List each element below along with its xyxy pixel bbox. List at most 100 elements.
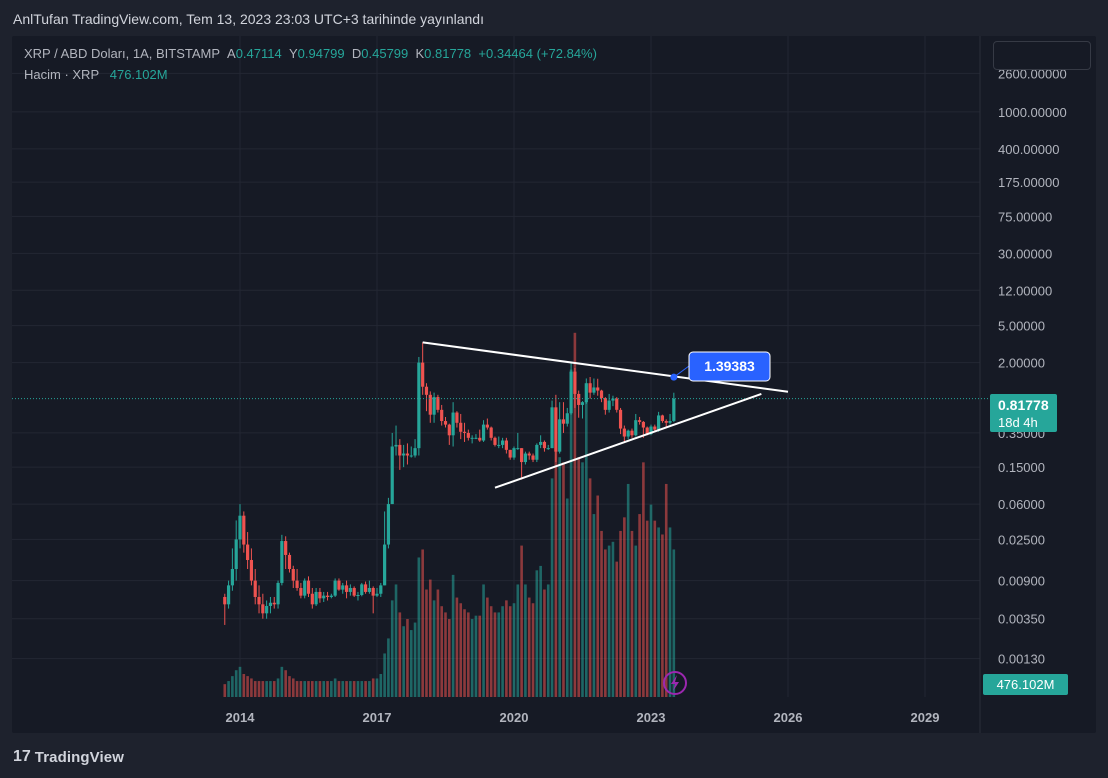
price-tick-label: 2600.00000 — [998, 66, 1067, 81]
candle-body — [428, 394, 432, 415]
time-tick-label: 2023 — [637, 710, 666, 725]
volume-bar — [512, 603, 516, 697]
volume-bar — [668, 527, 672, 697]
candle-body — [520, 448, 524, 463]
low-label: D — [351, 46, 362, 61]
candle-body — [242, 515, 246, 545]
candle-body — [402, 453, 406, 456]
candle-body — [641, 421, 645, 428]
volume-bar — [451, 574, 455, 697]
candle-body — [497, 444, 501, 446]
candle-body — [386, 504, 391, 545]
candle-body — [462, 431, 467, 433]
volume-bar — [345, 681, 348, 697]
candle-body — [303, 580, 307, 596]
volume-value: 476.102M — [109, 67, 168, 82]
volume-bar — [428, 579, 432, 697]
candle-body — [493, 437, 497, 445]
volume-bar — [307, 681, 310, 697]
volume-bar — [417, 557, 421, 697]
candle-body — [261, 604, 265, 614]
candle-body — [341, 585, 345, 590]
volume-bar — [527, 597, 531, 697]
candle-body — [539, 441, 543, 445]
volume-legend[interactable]: Hacim · XRP 476.102M — [24, 67, 168, 82]
change-value: +0.34464 (+72.84%) — [478, 46, 597, 61]
candle-body — [436, 397, 440, 410]
last-price-badge: 0.81778 18d 4h — [990, 394, 1057, 432]
volume-bars — [223, 332, 676, 697]
candle-body — [234, 539, 238, 570]
volume-bar — [250, 678, 253, 697]
volume-bar — [406, 619, 409, 697]
annotation-point[interactable] — [670, 373, 678, 381]
volume-bar — [455, 597, 459, 697]
volume-bar — [664, 483, 668, 697]
volume-bar — [364, 681, 367, 697]
volume-bar — [596, 495, 600, 697]
volume-bar — [253, 681, 257, 697]
volume-bar — [649, 504, 653, 697]
price-axis[interactable]: 2600.00000 1000.00000 400.00000 175.00000 75… — [979, 36, 1067, 733]
volume-bar — [634, 545, 638, 697]
candle-body — [451, 412, 455, 436]
support-trendline[interactable] — [494, 392, 762, 489]
candle-body — [276, 582, 280, 605]
lightning-icon[interactable] — [663, 671, 687, 695]
candle-body — [230, 569, 234, 586]
candle-body — [333, 580, 337, 596]
volume-bar — [524, 584, 527, 697]
volume-bar — [352, 681, 356, 697]
chart-pane[interactable] — [12, 36, 1096, 733]
time-axis[interactable]: 2014 2017 2020 2023 2026 2029 — [226, 710, 940, 725]
candle-body — [413, 448, 417, 456]
candle-body — [558, 419, 562, 452]
price-tick-label: 400.00000 — [998, 142, 1059, 157]
trendline-price-label[interactable]: 1.39383 — [688, 351, 771, 382]
volume-bar — [234, 670, 238, 697]
candle-body — [599, 390, 604, 399]
price-tick-label: 175.00000 — [998, 175, 1059, 190]
candle-body — [280, 541, 284, 583]
volume-bar — [562, 462, 565, 697]
scale-settings-button[interactable] — [993, 41, 1091, 70]
candle-body — [622, 428, 626, 437]
candle-body — [371, 587, 375, 596]
volume-bar — [565, 498, 569, 697]
volume-bar — [231, 676, 234, 697]
footer-brand[interactable]: 17 TradingView — [13, 746, 124, 768]
candle-body — [223, 596, 227, 605]
open-value: 0.47114 — [235, 46, 282, 61]
candle-body — [481, 424, 486, 441]
volume-bar — [463, 609, 466, 697]
candle-body — [337, 580, 341, 590]
candle-body — [550, 407, 554, 449]
resistance-trendline[interactable] — [422, 341, 789, 393]
candle-body — [253, 580, 257, 597]
volume-bar — [299, 681, 303, 697]
candle-body — [611, 398, 615, 401]
volume-bar — [558, 457, 561, 697]
volume-bar — [619, 530, 622, 697]
volume-bar — [276, 678, 280, 697]
candle-body — [272, 602, 276, 605]
volume-bar — [368, 681, 371, 697]
candle-body — [504, 440, 508, 450]
candle-body — [580, 402, 585, 405]
candle-body — [516, 448, 520, 450]
close-label: K — [415, 46, 425, 61]
low-value: 0.45799 — [361, 46, 409, 61]
volume-bar — [478, 615, 482, 697]
volume-label: Hacim · XRP — [24, 67, 99, 82]
candle-body — [268, 602, 273, 606]
trendlines[interactable] — [422, 341, 789, 489]
volume-bar — [341, 681, 345, 697]
volume-badge: 476.102M — [983, 674, 1068, 695]
volume-bar — [318, 681, 322, 697]
volume-bar — [436, 589, 440, 697]
symbol-legend[interactable]: XRP / ABD Doları, 1A, BITSTAMP A0.47114 … — [24, 46, 597, 61]
volume-bar — [337, 681, 341, 697]
volume-bar — [585, 385, 588, 697]
volume-bar — [280, 666, 284, 697]
